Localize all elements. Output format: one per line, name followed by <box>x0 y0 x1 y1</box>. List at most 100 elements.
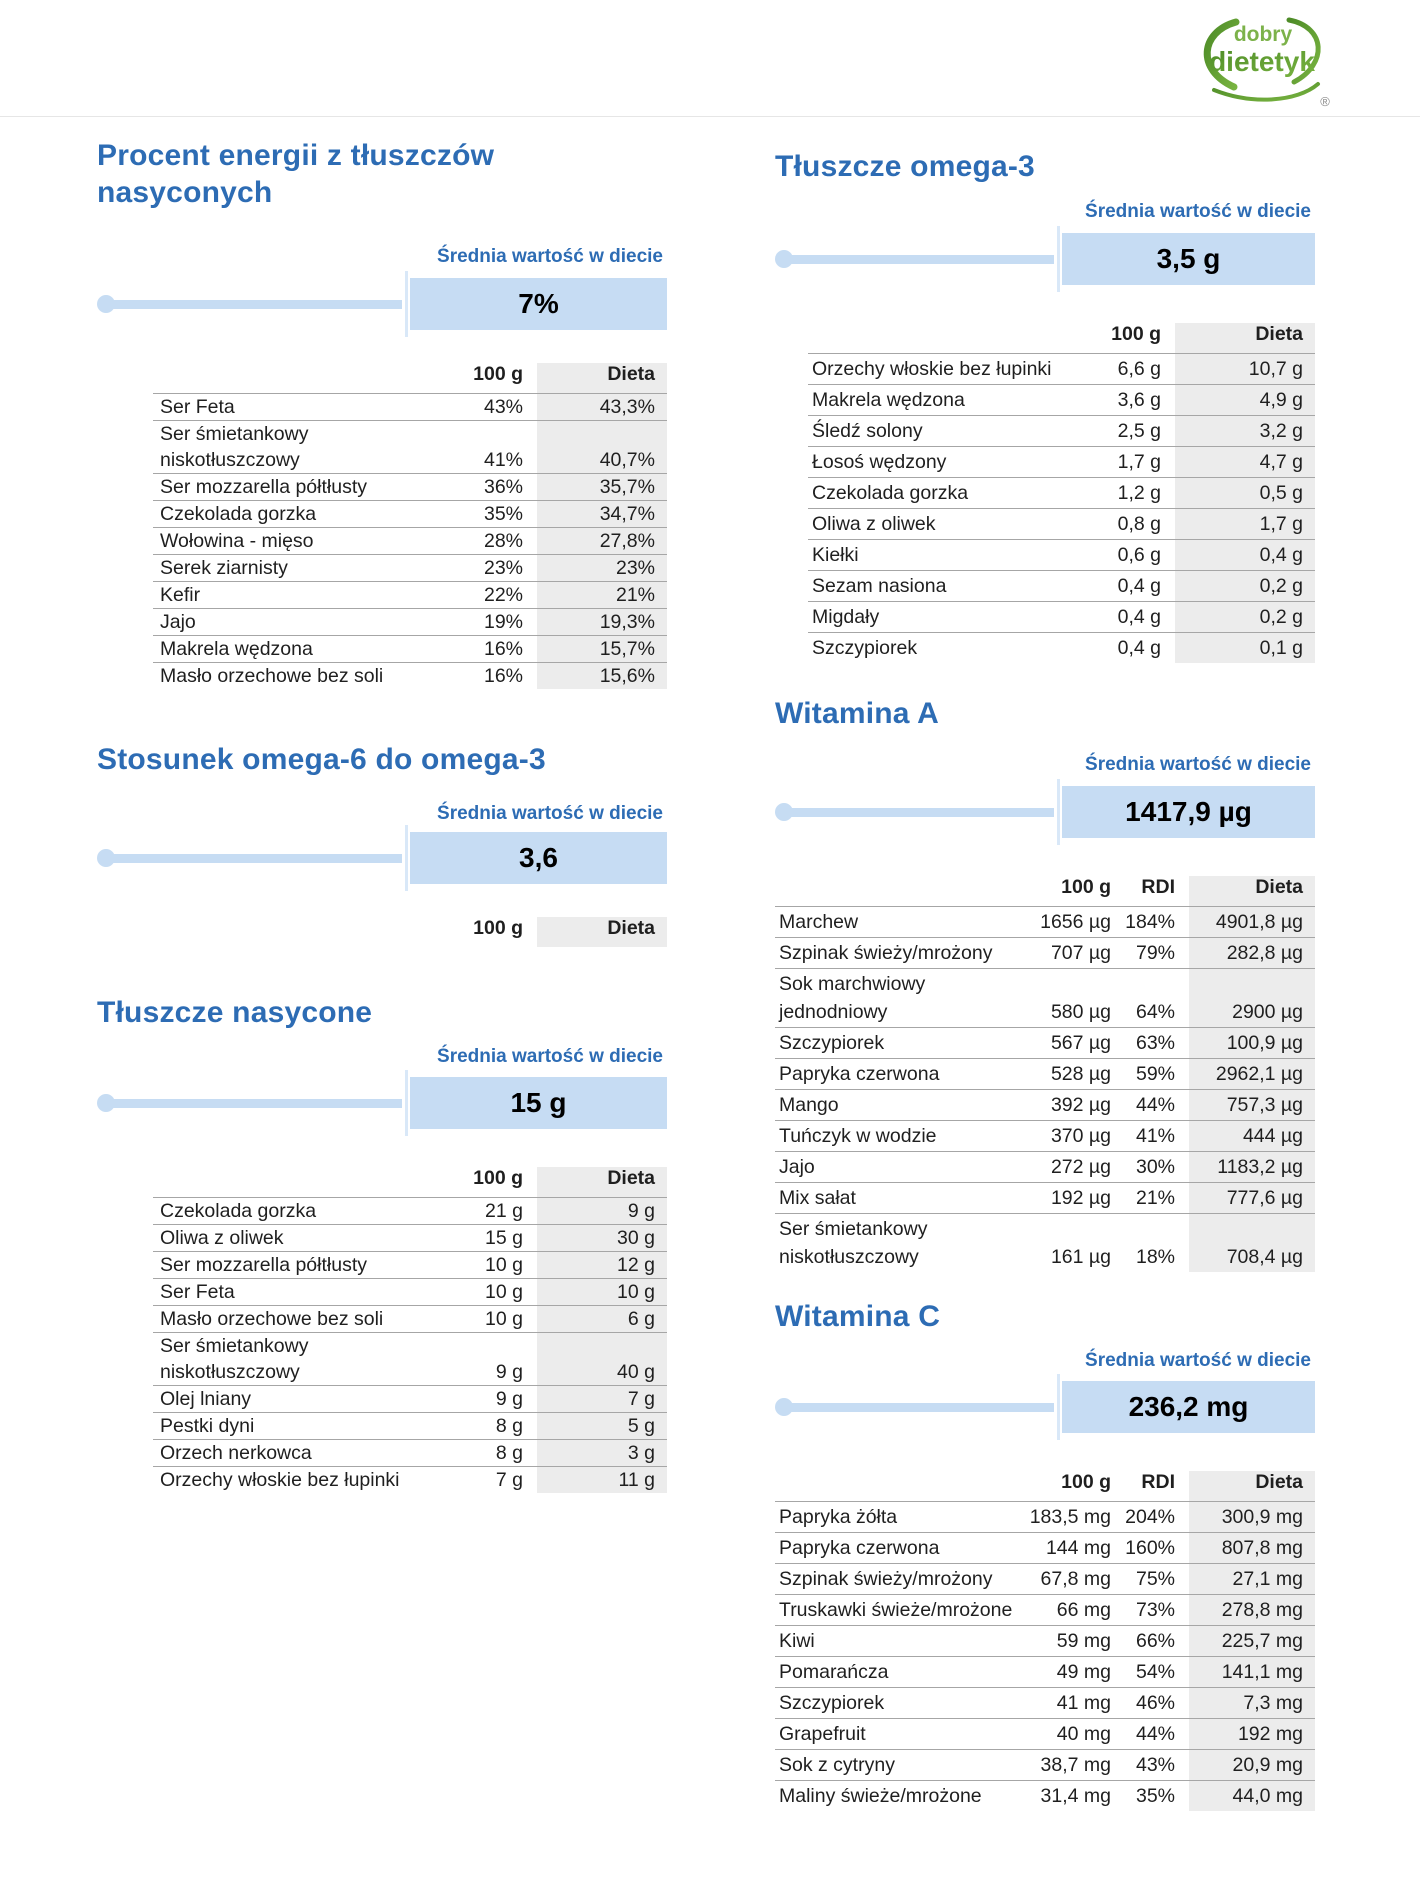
column-header-dieta: Dieta <box>537 1167 667 1198</box>
food-name: Szpinak świeży/mrożony <box>775 937 1015 969</box>
average-value-gauge: 15 g <box>97 1070 667 1136</box>
average-value-gauge: 236,2 mg <box>775 1374 1315 1440</box>
value-dieta: 19,3% <box>537 608 667 636</box>
food-name: Oliwa z oliwek <box>808 508 1060 540</box>
logo-left-swoosh <box>1203 18 1240 91</box>
value-v100: 16% <box>422 662 537 689</box>
value-v100: 9 g <box>422 1385 537 1413</box>
food-name: Olej lniany <box>153 1385 422 1413</box>
table-row: Ser śmietankowy niskotłuszczowy 161 µg 18%… <box>775 1213 1315 1272</box>
gauge-circle-icon <box>775 803 793 821</box>
value-dieta: 141,1 mg <box>1189 1656 1315 1688</box>
food-name: Makrela wędzona <box>808 384 1060 416</box>
food-table: 100 g Dieta Ser Feta 43% 43,3% Ser śmietank… <box>153 363 667 689</box>
value-dieta: 15,6% <box>537 662 667 689</box>
value-v100: 0,4 g <box>1060 601 1175 633</box>
average-value-box: 7% <box>405 271 667 337</box>
average-in-diet-label: Średnia wartość w diecie <box>437 246 663 267</box>
food-name: Ser Feta <box>153 393 422 421</box>
logo-underline-swoosh <box>1212 82 1320 102</box>
value-v100: 2,5 g <box>1060 415 1175 447</box>
column-header-dieta: Dieta <box>1189 876 1315 907</box>
gauge-circle-icon <box>775 250 793 268</box>
table-row: Śledź solony 2,5 g 3,2 g <box>808 415 1315 447</box>
value-rdi: 204% <box>1125 1501 1189 1533</box>
value-v100: 15 g <box>422 1224 537 1252</box>
food-name: Sezam nasiona <box>808 570 1060 602</box>
table-row: Orzechy włoskie bez łupinki 7 g 11 g <box>153 1466 667 1493</box>
value-rdi: 18% <box>1125 1213 1189 1272</box>
food-name: Ser śmietankowy niskotłuszczowy <box>775 1213 1015 1272</box>
column-header-100g: 100 g <box>1111 323 1161 345</box>
value-v100: 192 µg <box>1015 1182 1125 1214</box>
table-row: Szpinak świeży/mrożony 707 µg 79% 282,8 µg <box>775 937 1315 969</box>
value-dieta: 225,7 mg <box>1189 1625 1315 1657</box>
value-rdi: 30% <box>1125 1151 1189 1183</box>
value-dieta: 0,5 g <box>1175 477 1315 509</box>
column-header-rdi: RDI <box>1141 1471 1175 1493</box>
food-name: Serek ziarnisty <box>153 554 422 582</box>
food-name: Jajo <box>775 1151 1015 1183</box>
gauge-line <box>791 254 1054 264</box>
table-row: Oliwa z oliwek 15 g 30 g <box>153 1224 667 1252</box>
value-dieta: 2900 µg <box>1189 968 1315 1028</box>
panel-title: Witamina A <box>775 697 939 730</box>
food-name: Jajo <box>153 608 422 636</box>
average-value: 3,5 g <box>1156 243 1221 274</box>
column-header-dieta: Dieta <box>537 363 667 394</box>
value-v100: 43% <box>422 393 537 421</box>
average-value: 3,6 <box>519 842 558 873</box>
value-v100: 35% <box>422 500 537 528</box>
value-rdi: 63% <box>1125 1027 1189 1059</box>
value-dieta: 35,7% <box>537 473 667 501</box>
value-rdi: 75% <box>1125 1563 1189 1595</box>
value-v100: 392 µg <box>1015 1089 1125 1121</box>
food-name: Orzech nerkowca <box>153 1439 422 1467</box>
value-dieta: 757,3 µg <box>1189 1089 1315 1121</box>
food-table: 100 g Dieta <box>153 917 667 947</box>
value-dieta: 10 g <box>537 1278 667 1306</box>
table-row: Sok marchwiowy jednodniowy 580 µg 64% 2900 … <box>775 968 1315 1028</box>
value-v100: 3,6 g <box>1060 384 1175 416</box>
table-header-row: 100 g Dieta <box>153 917 667 947</box>
value-rdi: 59% <box>1125 1058 1189 1090</box>
average-in-diet-label: Średnia wartość w diecie <box>1085 754 1311 775</box>
value-dieta: 20,9 mg <box>1189 1749 1315 1781</box>
panel-saturated-fat: Tłuszcze nasycone Średnia wartość w diec… <box>97 994 667 1493</box>
value-dieta: 192 mg <box>1189 1718 1315 1750</box>
value-dieta: 4901,8 µg <box>1189 906 1315 938</box>
food-name: Ser mozzarella półtłusty <box>153 1251 422 1279</box>
average-in-diet-label: Średnia wartość w diecie <box>437 1046 663 1067</box>
value-dieta: 7,3 mg <box>1189 1687 1315 1719</box>
food-name: Czekolada gorzka <box>808 477 1060 509</box>
average-in-diet-label: Średnia wartość w diecie <box>437 803 663 824</box>
gauge-circle-icon <box>775 1398 793 1416</box>
value-dieta: 0,4 g <box>1175 539 1315 571</box>
table-row: Marchew 1656 µg 184% 4901,8 µg <box>775 906 1315 938</box>
table-header-row: 100 g Dieta <box>808 323 1315 354</box>
food-name: Szczypiorek <box>808 632 1060 663</box>
value-v100: 272 µg <box>1015 1151 1125 1183</box>
food-name: Papryka czerwona <box>775 1058 1015 1090</box>
value-dieta: 10,7 g <box>1175 353 1315 385</box>
average-value-box: 3,5 g <box>1057 226 1315 292</box>
value-dieta: 444 µg <box>1189 1120 1315 1152</box>
average-value-box: 236,2 mg <box>1057 1374 1315 1440</box>
value-dieta: 40 g <box>537 1332 667 1386</box>
panel-saturated-fat-energy: Procent energii z tłuszczów nasyconych Ś… <box>97 137 667 689</box>
value-dieta: 9 g <box>537 1197 667 1225</box>
value-v100: 23% <box>422 554 537 582</box>
panel-title: Tłuszcze nasycone <box>97 996 373 1029</box>
value-v100: 41% <box>422 420 537 474</box>
value-v100: 183,5 mg <box>1015 1501 1125 1533</box>
food-name: Czekolada gorzka <box>153 1197 422 1225</box>
value-v100: 16% <box>422 635 537 663</box>
value-dieta: 708,4 µg <box>1189 1213 1315 1272</box>
table-row: Kiełki 0,6 g 0,4 g <box>808 539 1315 571</box>
average-value: 15 g <box>510 1087 567 1118</box>
value-dieta: 30 g <box>537 1224 667 1252</box>
average-value-gauge: 7% <box>97 271 667 337</box>
food-name: Mix sałat <box>775 1182 1015 1214</box>
